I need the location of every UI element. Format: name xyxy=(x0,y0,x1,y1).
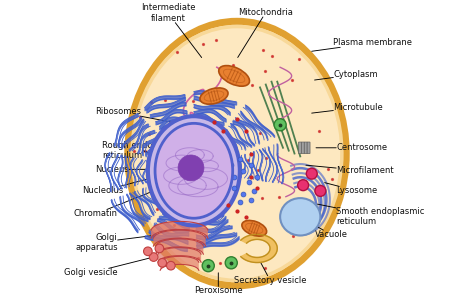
Ellipse shape xyxy=(155,123,233,218)
Ellipse shape xyxy=(155,244,164,253)
Text: Golgi vesicle: Golgi vesicle xyxy=(64,257,152,277)
Text: Secretory vesicle: Secretory vesicle xyxy=(234,260,306,285)
Text: Golgi
apparatus: Golgi apparatus xyxy=(75,233,152,252)
Text: Vacuole: Vacuole xyxy=(307,221,347,239)
Text: Chromatin: Chromatin xyxy=(73,186,167,218)
Ellipse shape xyxy=(144,247,152,256)
Text: Centrosome: Centrosome xyxy=(316,143,387,152)
Text: Nucleus: Nucleus xyxy=(95,165,156,174)
Ellipse shape xyxy=(225,257,237,269)
Text: Lysosome: Lysosome xyxy=(325,183,377,195)
Text: Rough endoplasmic
reticulum: Rough endoplasmic reticulum xyxy=(102,141,185,160)
Text: Cytoplasm: Cytoplasm xyxy=(315,70,378,80)
FancyBboxPatch shape xyxy=(304,142,307,153)
FancyBboxPatch shape xyxy=(301,142,304,153)
Text: Microtubule: Microtubule xyxy=(312,103,383,113)
Polygon shape xyxy=(151,221,208,238)
Text: Plasma membrane: Plasma membrane xyxy=(312,38,412,51)
Text: Nucleolus: Nucleolus xyxy=(82,171,177,195)
FancyBboxPatch shape xyxy=(307,142,310,153)
Text: Smooth endoplasmic
reticulum: Smooth endoplasmic reticulum xyxy=(318,204,425,226)
Text: Peroxisome: Peroxisome xyxy=(194,273,243,295)
Ellipse shape xyxy=(148,116,240,225)
Text: Microfilament: Microfilament xyxy=(306,165,394,175)
Polygon shape xyxy=(158,248,201,262)
FancyBboxPatch shape xyxy=(299,142,301,153)
Ellipse shape xyxy=(219,66,249,86)
Ellipse shape xyxy=(202,260,214,272)
Text: Ribosomes: Ribosomes xyxy=(95,107,177,123)
Ellipse shape xyxy=(306,168,317,179)
Polygon shape xyxy=(160,256,199,270)
Ellipse shape xyxy=(298,180,309,191)
Text: Mitochondria: Mitochondria xyxy=(238,8,293,58)
Ellipse shape xyxy=(280,198,320,235)
Polygon shape xyxy=(154,230,206,246)
Text: Intermediate
filament: Intermediate filament xyxy=(141,3,201,58)
Ellipse shape xyxy=(274,119,286,131)
Ellipse shape xyxy=(158,258,166,267)
Polygon shape xyxy=(155,239,203,254)
Ellipse shape xyxy=(242,221,267,236)
Polygon shape xyxy=(241,234,277,263)
Ellipse shape xyxy=(178,155,204,181)
Ellipse shape xyxy=(200,88,228,104)
Ellipse shape xyxy=(315,185,326,196)
Ellipse shape xyxy=(166,261,175,270)
Ellipse shape xyxy=(128,21,346,286)
Ellipse shape xyxy=(149,253,158,261)
